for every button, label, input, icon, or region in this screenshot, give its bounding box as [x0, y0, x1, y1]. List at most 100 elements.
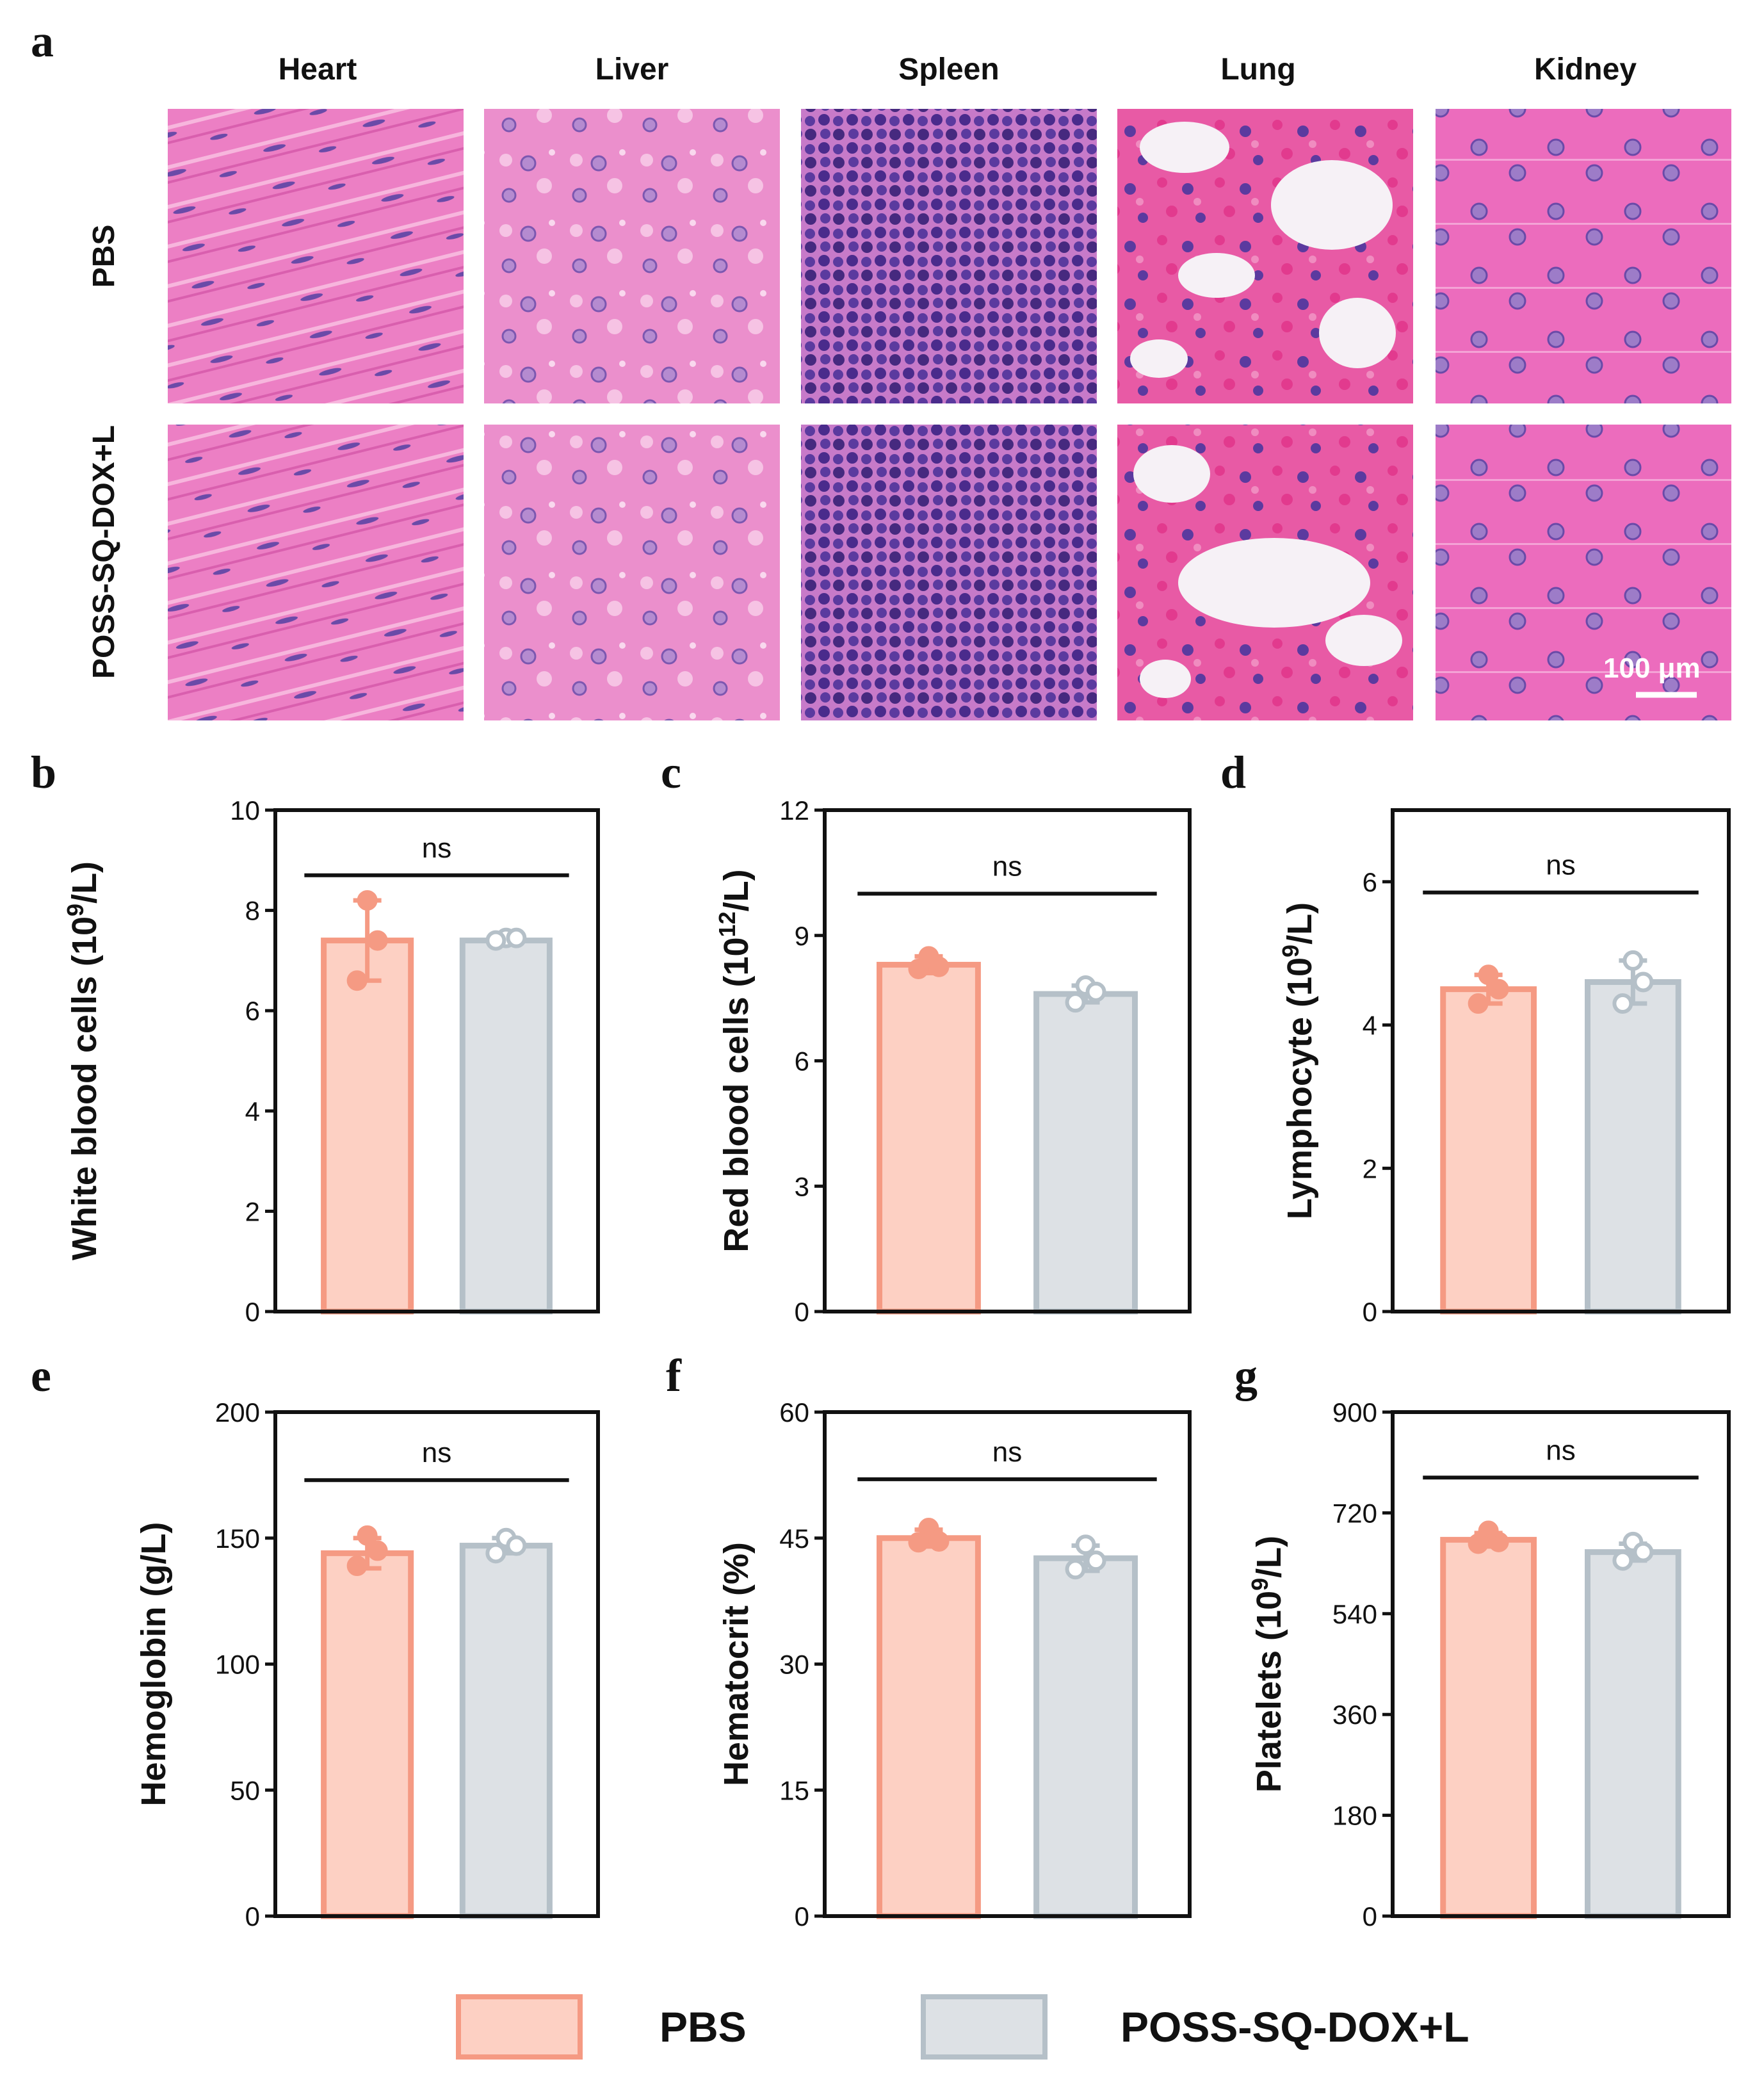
y-axis-title: Red blood cells (1012/L) [714, 869, 756, 1252]
organ-title-lung: Lung [1220, 53, 1295, 86]
y-tick-label: 60 [779, 1397, 809, 1427]
chart-platelets: 0 180 360 540 720 900 ns Platelets (109/L) [1247, 1397, 1731, 1931]
y-tick-label: 12 [779, 795, 809, 825]
y-tick-label: 4 [245, 1096, 260, 1126]
organ-title-spleen: Spleen [898, 53, 999, 86]
data-point [1612, 1550, 1633, 1571]
panel-letter-a: a [31, 15, 54, 67]
data-point [918, 1518, 939, 1539]
y-axis-title: Platelets (109/L) [1247, 1536, 1289, 1792]
bar-treatment [1033, 1555, 1138, 1919]
data-point [485, 1543, 506, 1564]
bar-treatment [1033, 991, 1138, 1315]
y-tick-label: 6 [245, 996, 260, 1026]
he-image-pbs-heart [168, 109, 464, 403]
chart-hemoglobin: 0 50 100 150 200 ns Hemoglobin (g/L) [134, 1397, 600, 1931]
y-tick-label: 2 [1363, 1153, 1377, 1183]
he-image-treatment-heart [168, 425, 464, 720]
data-point [1478, 964, 1499, 986]
y-tick-label: 720 [1332, 1498, 1377, 1528]
y-tick-label: 3 [795, 1171, 809, 1201]
bar-treatment [1585, 979, 1681, 1315]
y-tick-label: 0 [795, 1297, 809, 1327]
significance-label: ns [422, 833, 451, 864]
he-image-pbs-lung [1117, 109, 1413, 403]
bar-pbs [877, 961, 981, 1315]
axis-frame [1391, 1410, 1731, 1918]
y-tick-label: 2 [245, 1196, 260, 1226]
data-point [506, 927, 527, 948]
bar-treatment [1585, 1549, 1681, 1919]
organ-title-kidney: Kidney [1534, 53, 1637, 86]
he-column-titles: Heart Liver Spleen Lung Kidney [279, 53, 1637, 86]
data-point [357, 890, 378, 911]
data-point [1085, 981, 1106, 1002]
y-tick-label: 0 [1363, 1901, 1377, 1931]
significance-label: ns [992, 1436, 1022, 1468]
significance-label: ns [992, 851, 1022, 882]
data-point [1612, 993, 1633, 1014]
bar-pbs [321, 938, 414, 1315]
chart-hematocrit: 0 15 30 45 60 ns Hematocrit (%) [717, 1397, 1192, 1931]
y-axis-title: Hemoglobin (g/L) [134, 1522, 173, 1807]
legend: PBS POSS-SQ-DOX+L [456, 1994, 1469, 2060]
bar-treatment [459, 1543, 553, 1919]
significance-label: ns [1546, 850, 1575, 881]
panel-letter-f: f [666, 1350, 682, 1401]
y-tick-label: 10 [230, 795, 260, 825]
legend-swatch-treatment [921, 1994, 1048, 2060]
y-tick-label: 540 [1332, 1599, 1377, 1629]
chart-white-blood-cells: 0 2 4 6 8 10 ns White blood cells (109/L) [62, 795, 600, 1327]
chart-lymphocyte: 0 2 4 6 ns Lymphocyte (109/L) [1277, 808, 1731, 1327]
data-point [908, 1532, 929, 1553]
y-axis-title: White blood cells (109/L) [62, 861, 104, 1260]
data-point [928, 956, 950, 977]
panel-letter-e: e [31, 1350, 51, 1401]
data-point [506, 1535, 527, 1556]
y-tick-label: 150 [215, 1524, 260, 1554]
significance-label: ns [422, 1437, 451, 1468]
panel-letter-b: b [31, 747, 56, 798]
organ-title-liver: Liver [595, 53, 669, 86]
organ-title-heart: Heart [279, 53, 357, 86]
data-point [908, 958, 929, 979]
data-point [1633, 971, 1654, 993]
y-tick-label: 45 [779, 1524, 809, 1554]
data-point [346, 970, 368, 991]
data-point [1075, 1534, 1096, 1556]
he-image-treatment-lung [1117, 425, 1413, 720]
data-point [485, 930, 506, 951]
he-image-pbs-kidney [1436, 109, 1731, 403]
y-tick-label: 15 [779, 1775, 809, 1805]
y-tick-label: 9 [795, 921, 809, 951]
panel-letter-d: d [1220, 747, 1246, 798]
y-tick-label: 0 [795, 1901, 809, 1931]
he-image-treatment-liver [484, 425, 780, 720]
axis-frame [1391, 808, 1731, 1313]
he-image-pbs-liver [484, 109, 780, 403]
data-point [1065, 992, 1086, 1013]
y-tick-label: 0 [245, 1901, 260, 1931]
data-point [357, 1525, 378, 1546]
data-point [1622, 950, 1644, 971]
data-point [1468, 993, 1489, 1014]
y-tick-label: 100 [215, 1650, 260, 1680]
panel-letter-c: c [661, 747, 681, 798]
bar-pbs [877, 1535, 981, 1919]
bar-pbs [1440, 986, 1537, 1315]
panel-letter-g: g [1234, 1350, 1258, 1401]
legend-swatch-pbs [456, 1994, 583, 2060]
data-point [367, 1540, 388, 1561]
he-image-pbs-spleen [801, 109, 1097, 403]
significance-label: ns [1546, 1435, 1575, 1466]
row-label-pbs: PBS [87, 225, 121, 288]
data-point [346, 1556, 368, 1577]
chart-red-blood-cells: 0 3 6 9 12 ns Red blood cells (1012/L) [714, 795, 1192, 1327]
data-point [928, 1531, 950, 1552]
y-tick-label: 0 [245, 1297, 260, 1327]
bar-treatment [459, 938, 553, 1315]
y-tick-label: 4 [1363, 1011, 1377, 1041]
y-tick-label: 200 [215, 1397, 260, 1427]
y-tick-label: 6 [1363, 867, 1377, 897]
